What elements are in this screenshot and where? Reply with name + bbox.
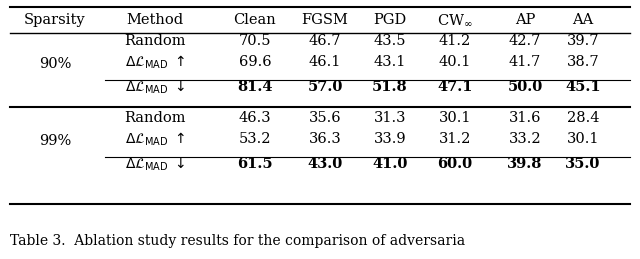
Text: 35.0: 35.0 <box>565 157 601 171</box>
Text: 39.7: 39.7 <box>567 34 599 48</box>
Text: 46.3: 46.3 <box>239 111 271 125</box>
Text: 46.7: 46.7 <box>308 34 341 48</box>
Text: 41.2: 41.2 <box>439 34 471 48</box>
Text: $\Delta\mathcal{L}_{\mathrm{MAD}}$ $\downarrow$: $\Delta\mathcal{L}_{\mathrm{MAD}}$ $\dow… <box>125 78 185 96</box>
Text: 38.7: 38.7 <box>566 55 599 69</box>
Text: 99%: 99% <box>39 134 71 148</box>
Text: 41.0: 41.0 <box>372 157 408 171</box>
Text: Clean: Clean <box>234 13 276 27</box>
Text: 40.1: 40.1 <box>439 55 471 69</box>
Text: 30.1: 30.1 <box>567 132 599 146</box>
Text: 51.8: 51.8 <box>372 80 408 94</box>
Text: 43.1: 43.1 <box>374 55 406 69</box>
Text: 60.0: 60.0 <box>437 157 472 171</box>
Text: 46.1: 46.1 <box>309 55 341 69</box>
Text: 45.1: 45.1 <box>565 80 601 94</box>
Text: Random: Random <box>124 111 186 125</box>
Text: 90%: 90% <box>39 57 71 71</box>
Text: PGD: PGD <box>373 13 406 27</box>
Text: 50.0: 50.0 <box>508 80 543 94</box>
Text: 36.3: 36.3 <box>308 132 341 146</box>
Text: 42.7: 42.7 <box>509 34 541 48</box>
Text: $\Delta\mathcal{L}_{\mathrm{MAD}}$ $\uparrow$: $\Delta\mathcal{L}_{\mathrm{MAD}}$ $\upa… <box>125 53 185 71</box>
Text: 47.1: 47.1 <box>437 80 473 94</box>
Text: 31.3: 31.3 <box>374 111 406 125</box>
Text: 70.5: 70.5 <box>239 34 271 48</box>
Text: 31.2: 31.2 <box>439 132 471 146</box>
Text: 81.4: 81.4 <box>237 80 273 94</box>
Text: AA: AA <box>572 13 594 27</box>
Text: FGSM: FGSM <box>301 13 348 27</box>
Text: 57.0: 57.0 <box>307 80 342 94</box>
Text: CW$_\infty$: CW$_\infty$ <box>437 12 473 28</box>
Text: 43.5: 43.5 <box>374 34 406 48</box>
Text: $\Delta\mathcal{L}_{\mathrm{MAD}}$ $\uparrow$: $\Delta\mathcal{L}_{\mathrm{MAD}}$ $\upa… <box>125 130 185 148</box>
Text: 39.8: 39.8 <box>508 157 543 171</box>
Text: Table 3.  Ablation study results for the comparison of adversaria: Table 3. Ablation study results for the … <box>10 234 465 248</box>
Text: 43.0: 43.0 <box>307 157 342 171</box>
Text: Sparsity: Sparsity <box>24 13 86 27</box>
Text: 33.2: 33.2 <box>509 132 541 146</box>
Text: 69.6: 69.6 <box>239 55 271 69</box>
Text: AP: AP <box>515 13 535 27</box>
Text: Random: Random <box>124 34 186 48</box>
Text: $\Delta\mathcal{L}_{\mathrm{MAD}}$ $\downarrow$: $\Delta\mathcal{L}_{\mathrm{MAD}}$ $\dow… <box>125 155 185 173</box>
Text: 28.4: 28.4 <box>567 111 599 125</box>
Text: 31.6: 31.6 <box>509 111 541 125</box>
Text: 33.9: 33.9 <box>374 132 406 146</box>
Text: Method: Method <box>127 13 184 27</box>
Text: 35.6: 35.6 <box>308 111 341 125</box>
Text: 30.1: 30.1 <box>439 111 471 125</box>
Text: 41.7: 41.7 <box>509 55 541 69</box>
Text: 53.2: 53.2 <box>239 132 271 146</box>
Text: 61.5: 61.5 <box>237 157 273 171</box>
